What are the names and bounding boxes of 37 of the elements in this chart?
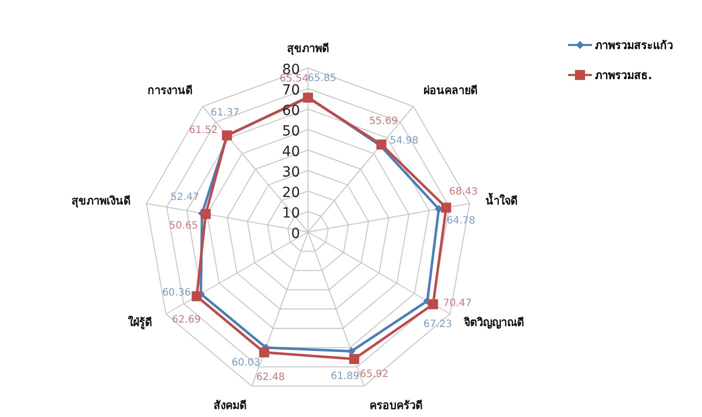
data-label: 50.65 — [169, 220, 198, 232]
data-label: 62.69 — [172, 314, 201, 326]
data-label: 65.85 — [308, 73, 336, 84]
y-tick-label: 20 — [282, 185, 300, 201]
y-tick-label: 60 — [282, 103, 300, 119]
data-label: 61.52 — [189, 125, 218, 136]
spoke-label: การงานดี — [147, 84, 192, 98]
data-label: 61.89 — [330, 370, 360, 382]
data-label: 61.37 — [210, 107, 240, 118]
data-label: 68.43 — [449, 186, 478, 198]
legend-label: ภาพรวมสธ. — [595, 68, 652, 84]
spoke-label: ผ่อนคลายดี — [424, 84, 478, 98]
data-label: 62.48 — [256, 372, 285, 383]
y-tick-label: 40 — [282, 144, 300, 160]
spoke-label: ครอบครัวดี — [370, 398, 423, 412]
data-label: 54.98 — [390, 135, 418, 146]
spoke-label: ใฝ่รู้ดี — [128, 314, 152, 330]
data-label: 55.69 — [369, 116, 398, 128]
spoke-label: สังคมดี — [213, 398, 246, 412]
data-label: 64.78 — [446, 215, 476, 226]
legend-label: ภาพรวมสระแก้ว — [595, 38, 673, 54]
y-tick-label: 10 — [282, 206, 300, 222]
data-label: 67.23 — [423, 319, 452, 330]
y-tick-label: 30 — [282, 164, 300, 180]
data-label: 65.54 — [280, 74, 308, 85]
data-label: 60.03 — [232, 358, 260, 369]
spoke-label: สุขภาพเงินดี — [72, 194, 131, 209]
spoke-label: น้ำใจดี — [485, 192, 518, 208]
y-tick-label: 50 — [282, 124, 300, 140]
spoke-label: สุขภาพดี — [287, 42, 329, 56]
data-label: 70.47 — [443, 298, 472, 310]
y-tick-label: 70 — [282, 82, 300, 98]
data-label: 52.47 — [170, 192, 200, 204]
data-label: 60.36 — [162, 288, 191, 299]
y-tick-label: 0 — [291, 226, 300, 242]
spoke-label: จิตวิญญาณดี — [462, 316, 524, 329]
data-label: 65.92 — [360, 368, 389, 380]
